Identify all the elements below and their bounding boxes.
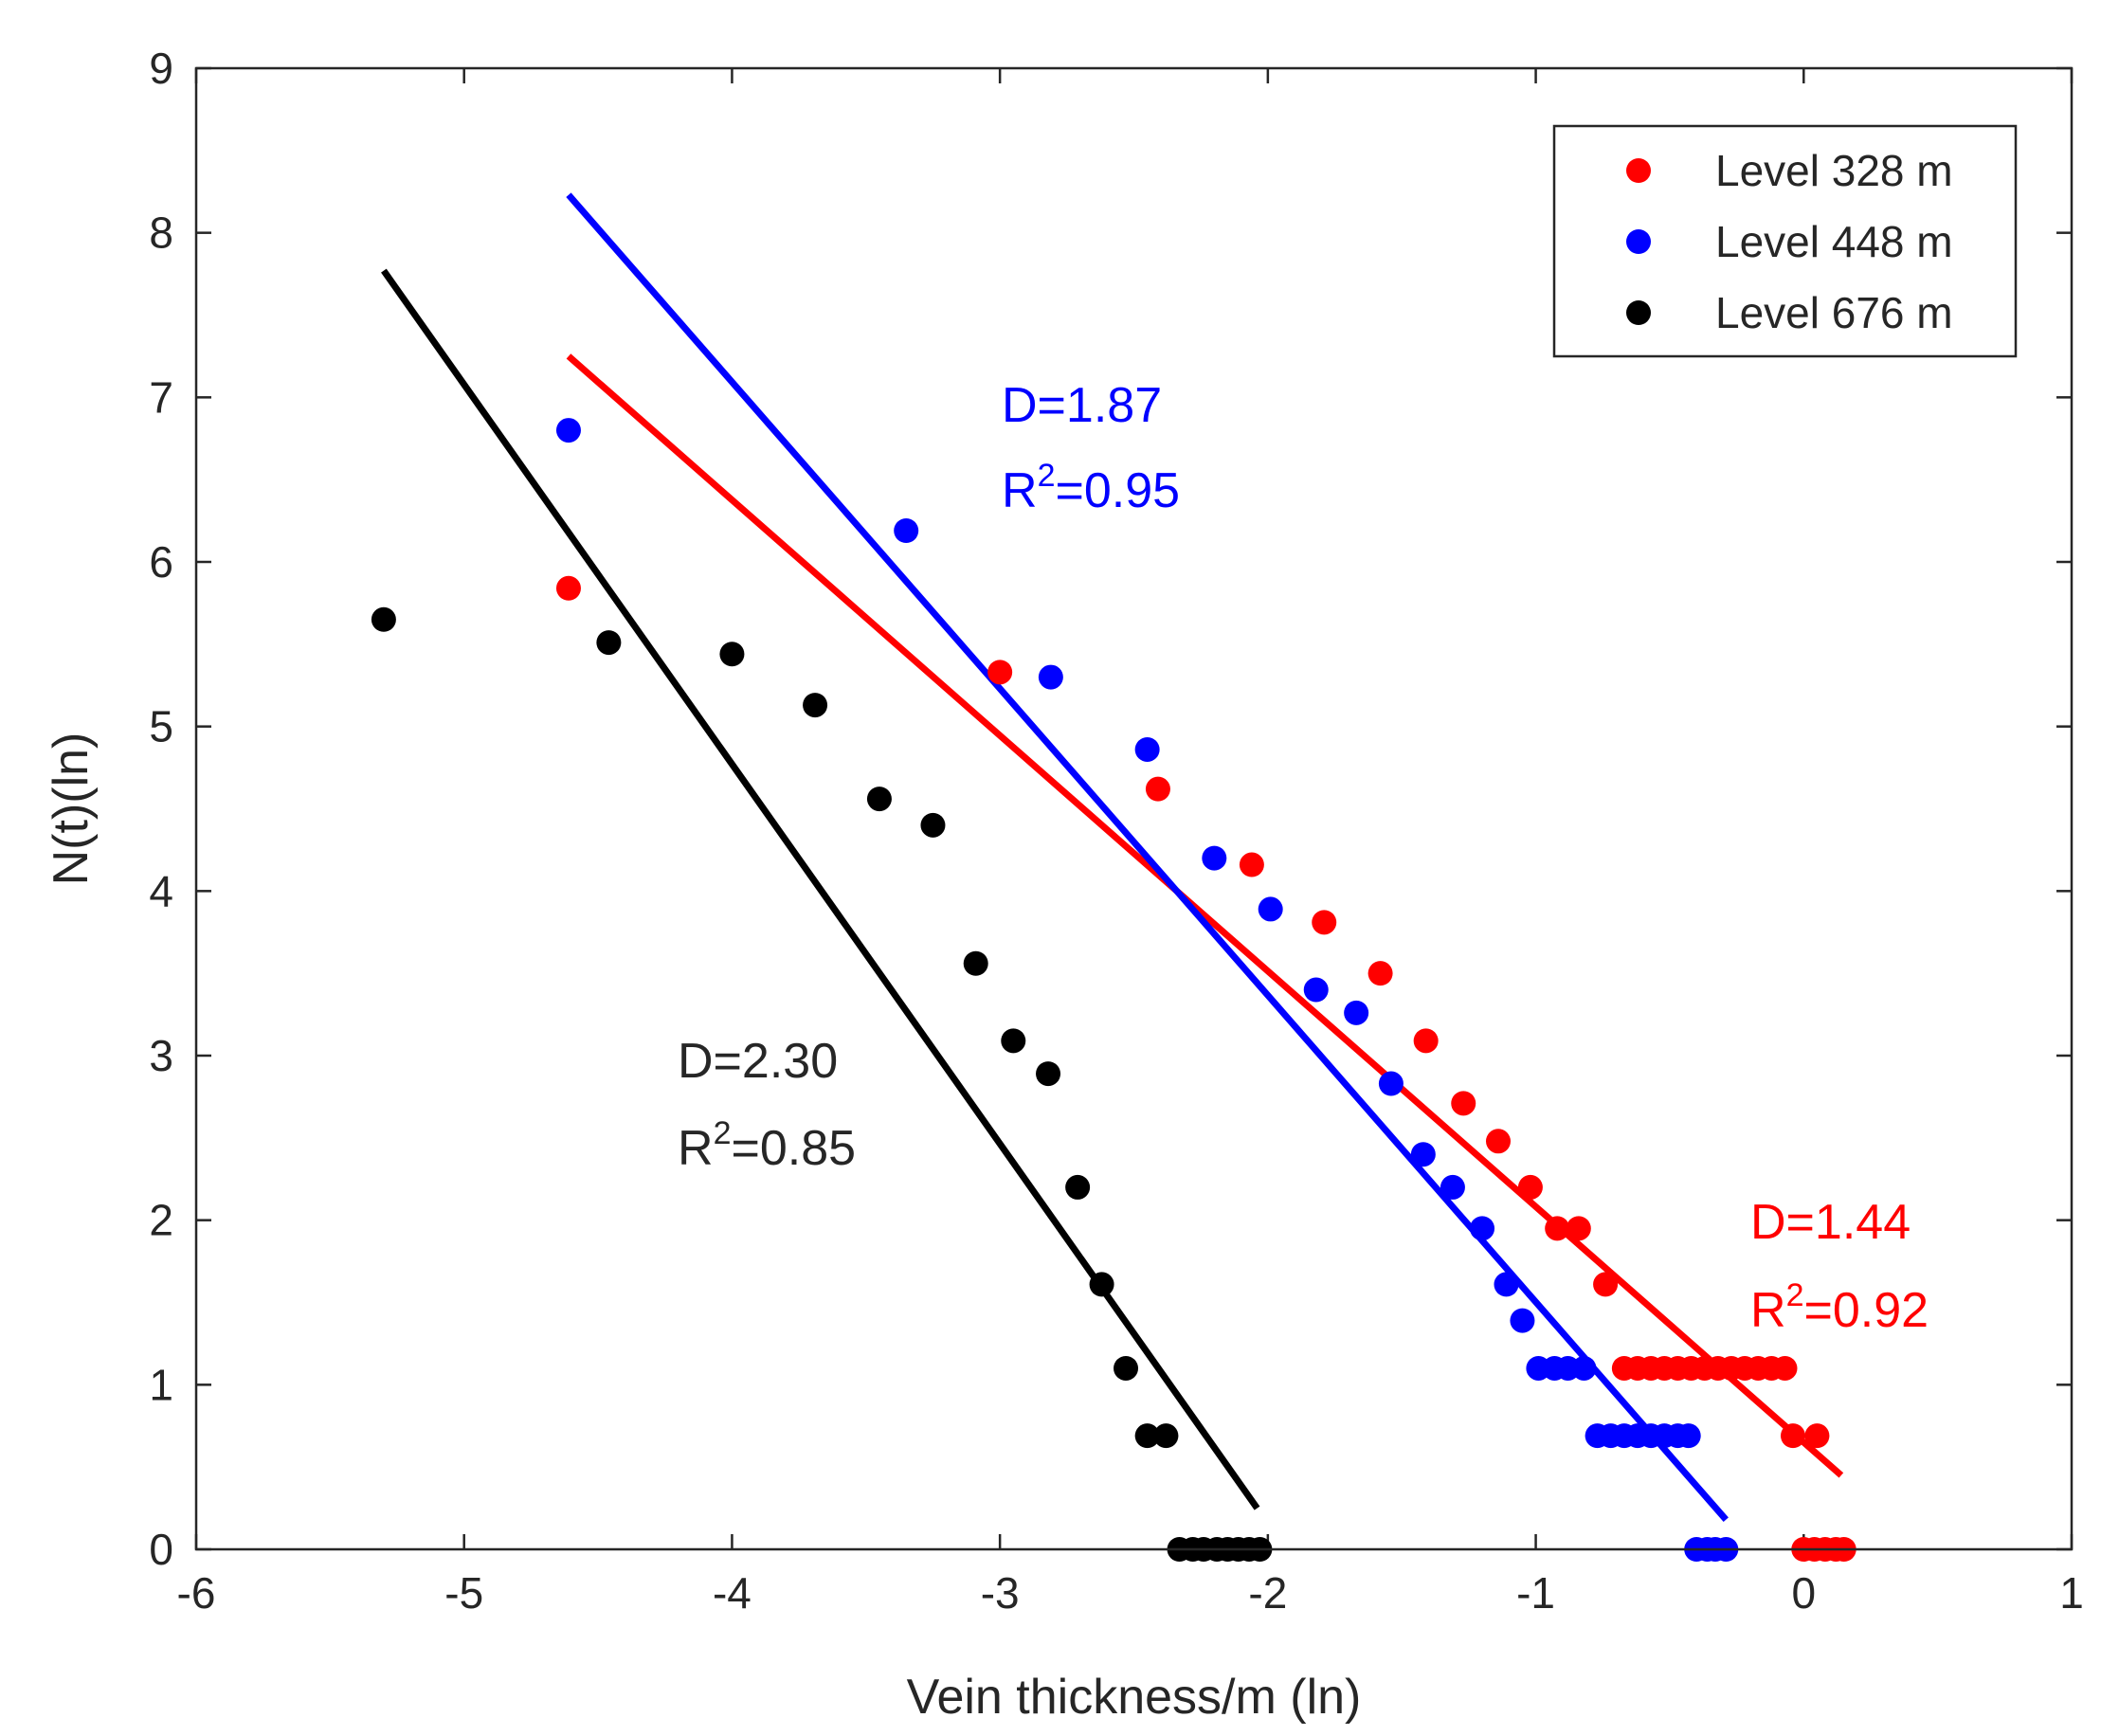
data-point [371, 606, 396, 632]
x-tick-label: 0 [1791, 1568, 1816, 1618]
data-point [1367, 961, 1393, 986]
legend-item-448: Level 448 m [1626, 217, 1953, 266]
d-value-328: D=1.44 [1750, 1195, 1911, 1250]
x-tick-label: -3 [981, 1568, 1020, 1618]
data-point [963, 950, 988, 976]
data-point [1510, 1308, 1535, 1333]
y-tick-label: 3 [149, 1031, 173, 1080]
data-point [1485, 1129, 1511, 1154]
data-point [1114, 1355, 1139, 1381]
legend-marker-448 [1626, 229, 1651, 254]
annotation-level-328: D=1.44 R2=0.92 [1750, 1195, 1929, 1338]
data-point [866, 787, 892, 812]
data-point [1545, 1216, 1570, 1241]
r2-value-676: R2=0.85 [678, 1115, 856, 1176]
legend-item-328: Level 328 m [1626, 146, 1953, 195]
y-tick-label: 9 [149, 44, 173, 93]
data-point [1593, 1272, 1619, 1297]
fit-line-2 [566, 192, 1729, 1523]
data-point [555, 575, 581, 601]
x-tick-label: -1 [1516, 1568, 1555, 1618]
data-point [1134, 1423, 1160, 1449]
data-point [1239, 852, 1264, 877]
data-point [987, 660, 1013, 685]
data-point [920, 812, 946, 838]
data-point [1145, 776, 1170, 802]
tick-labels: -6 -5 -4 -3 -2 -1 0 1 0 1 2 3 4 5 6 7 8 9 [149, 44, 2083, 1618]
legend-marker-328 [1626, 158, 1651, 183]
x-tick-label: -6 [177, 1568, 216, 1618]
d-value-676: D=2.30 [678, 1034, 838, 1089]
data-point [1036, 1061, 1061, 1087]
x-tick-label: -2 [1248, 1568, 1287, 1618]
r2-value-448: R2=0.95 [1002, 458, 1180, 518]
y-tick-label: 6 [149, 537, 173, 587]
data-point [1038, 664, 1063, 690]
fit-lines [381, 192, 1844, 1523]
y-axis-title: N(t)(ln) [44, 732, 99, 886]
d-value-448: D=1.87 [1002, 378, 1162, 433]
data-point [1517, 1174, 1543, 1200]
y-tick-label: 5 [149, 702, 173, 751]
x-tick-label: -4 [713, 1568, 752, 1618]
y-tick-label: 4 [149, 866, 173, 915]
fit-line-3 [381, 268, 1260, 1510]
data-point [1153, 1423, 1179, 1449]
data-point [555, 418, 581, 443]
data-point [1134, 736, 1160, 762]
annotation-level-448: D=1.87 R2=0.95 [1002, 378, 1180, 518]
annotation-level-676: D=2.30 R2=0.85 [678, 1034, 856, 1176]
data-point [803, 693, 828, 718]
y-tick-label: 7 [149, 372, 173, 422]
y-tick-label: 0 [149, 1525, 173, 1574]
data-point [1675, 1423, 1701, 1449]
data-point [1089, 1272, 1114, 1297]
data-point [1566, 1216, 1591, 1241]
data-points [371, 418, 1856, 1562]
legend-item-676: Level 676 m [1626, 288, 1953, 337]
legend-marker-676 [1626, 300, 1651, 325]
x-axis-title: Vein thickness/m (ln) [907, 1670, 1362, 1725]
legend: Level 328 m Level 448 m Level 676 m [1552, 124, 2018, 358]
data-point [1451, 1091, 1476, 1116]
data-point [1312, 910, 1337, 935]
r2-value-328: R2=0.92 [1750, 1277, 1929, 1338]
data-point [1780, 1423, 1805, 1449]
fit-line-1 [566, 353, 1844, 1478]
legend-label-676: Level 676 m [1715, 288, 1953, 337]
data-point [1344, 1000, 1369, 1025]
y-tick-label: 1 [149, 1360, 173, 1409]
plot-frame [194, 66, 2074, 1551]
x-tick-label: 1 [2059, 1568, 2084, 1618]
data-point [1202, 845, 1227, 871]
legend-label-448: Level 448 m [1715, 217, 1953, 266]
data-point [1065, 1174, 1091, 1200]
y-tick-label: 8 [149, 208, 173, 258]
data-point [1303, 977, 1329, 1003]
data-point [1001, 1028, 1026, 1054]
data-point [1772, 1355, 1798, 1381]
data-point [1571, 1355, 1597, 1381]
x-tick-label: -5 [444, 1568, 483, 1618]
data-point [1258, 896, 1283, 922]
data-point [596, 630, 622, 656]
data-point [719, 642, 745, 667]
data-point [1494, 1272, 1519, 1297]
data-point [894, 518, 919, 544]
data-point [1440, 1174, 1465, 1200]
data-point [1413, 1028, 1439, 1054]
data-point [1804, 1423, 1830, 1449]
y-tick-label: 2 [149, 1196, 173, 1245]
data-point [1470, 1216, 1495, 1241]
data-point [1378, 1071, 1404, 1096]
data-point [1410, 1142, 1436, 1167]
legend-label-328: Level 328 m [1715, 146, 1953, 195]
